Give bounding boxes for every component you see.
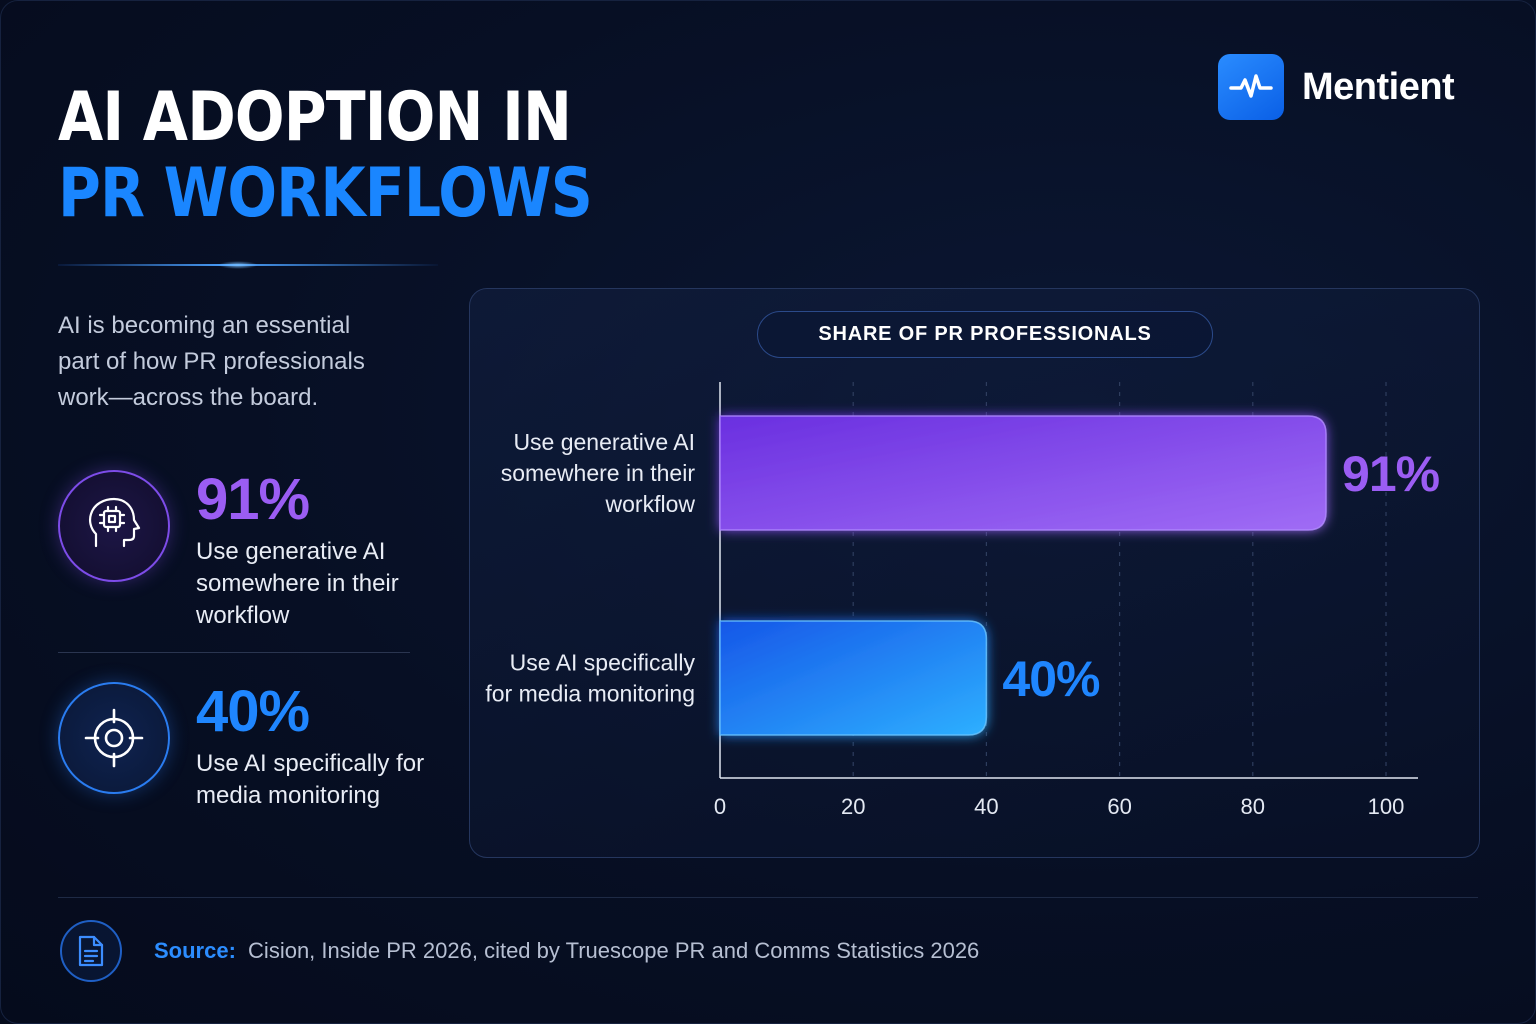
pulse-icon	[1218, 54, 1284, 120]
chart-title: SHARE OF PR PROFESSIONALS	[757, 311, 1213, 358]
stat-card-media-monitoring: 40% Use AI specifically for media monito…	[58, 682, 436, 812]
document-icon	[60, 920, 122, 982]
stat-description: Use AI specifically for media monitoring	[196, 750, 425, 809]
target-icon	[58, 682, 170, 794]
ai-head-chip-icon	[58, 470, 170, 582]
stat-card-generative-ai: 91% Use generative AI somewhere in their…	[58, 470, 426, 632]
data-label: 40%	[1002, 651, 1100, 707]
category-label-line: Use generative AI	[513, 429, 695, 455]
x-tick-label: 0	[714, 794, 726, 819]
intro-text: AI is becoming an essential part of how …	[58, 312, 365, 411]
source-text: Cision, Inside PR 2026, cited by Truesco…	[248, 938, 980, 963]
chart-panel	[469, 288, 1480, 858]
bar-outline	[719, 620, 988, 736]
bar	[720, 416, 1327, 530]
title-line-1: AI ADOPTION IN	[58, 78, 572, 157]
x-tick-label: 100	[1368, 794, 1405, 819]
source-citation: Source: Cision, Inside PR 2026, cited by…	[154, 938, 979, 964]
page-title: AI ADOPTION IN PR WORKFLOWS	[58, 78, 593, 233]
stat-value: 40%	[196, 679, 310, 744]
bar	[720, 621, 987, 735]
category-label-line: for media monitoring	[485, 681, 695, 707]
category-label: Use AI specifically for media monitoring	[485, 650, 695, 707]
x-tick-label: 80	[1241, 794, 1265, 819]
category-label-line: somewhere in their	[501, 460, 696, 486]
title-divider	[58, 261, 438, 269]
x-tick-label: 60	[1107, 794, 1131, 819]
x-tick-label: 40	[974, 794, 998, 819]
data-label: 91%	[1342, 446, 1440, 502]
title-line-2: PR WORKFLOWS	[58, 154, 593, 233]
source-label: Source:	[154, 938, 236, 963]
category-label-line: Use AI specifically	[510, 650, 696, 676]
category-label-line: workflow	[605, 491, 696, 517]
stat-value: 91%	[196, 467, 310, 532]
footer-divider	[58, 897, 1478, 898]
stat-divider	[58, 652, 410, 653]
category-label: Use generative AI somewhere in their workf…	[501, 429, 696, 517]
brand-name: Mentient	[1302, 65, 1455, 108]
stat-description: Use generative AI somewhere in their wor…	[196, 538, 399, 629]
brand-logo: Mentient	[1218, 54, 1455, 120]
x-tick-label: 20	[841, 794, 865, 819]
bar-outline	[719, 415, 1327, 531]
